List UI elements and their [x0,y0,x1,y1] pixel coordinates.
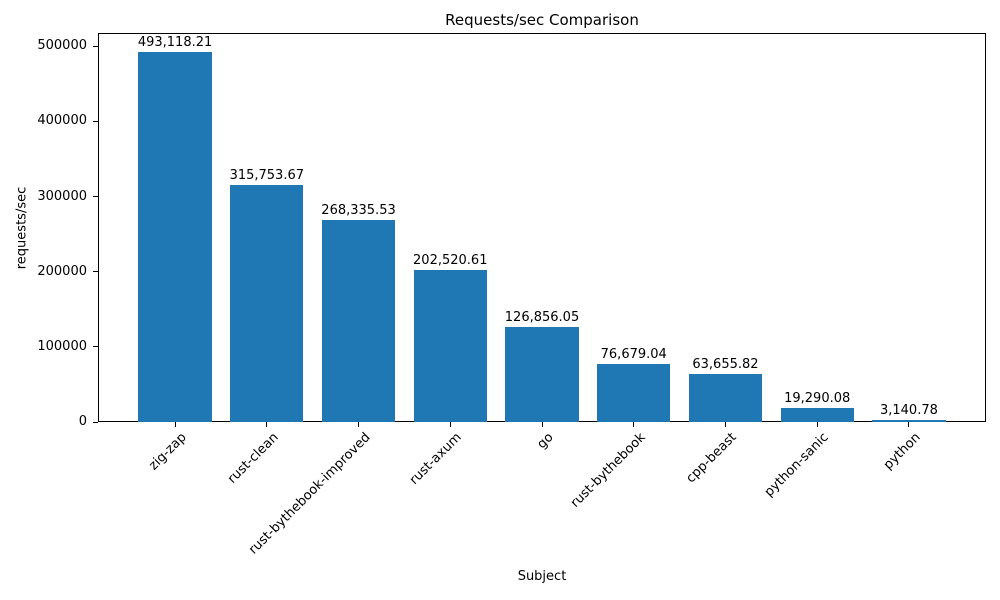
x-axis-label: Subject [517,569,567,584]
y-axis-tick-label: 400000 [37,113,87,129]
x-axis-tick [266,422,268,427]
y-axis-tick-label: 300000 [37,188,87,204]
x-axis-tick [908,422,910,427]
y-axis-tick [93,346,98,348]
bar-python [872,419,946,422]
x-axis-tick [724,422,726,427]
y-axis-tick-label: 200000 [37,263,87,279]
bar-value-label: 76,679.04 [600,347,667,363]
x-axis-tick [449,422,451,427]
bar-value-label: 202,520.61 [413,252,488,268]
y-axis-tick [93,45,98,47]
x-axis-tick [174,422,176,427]
bar-value-label: 493,118.21 [137,34,213,50]
bar-rust-axum [413,269,487,422]
bar-python-sanic [780,407,854,422]
bar-value-label: 19,290.08 [784,390,851,406]
x-axis-tick [541,422,543,427]
bar-value-label: 315,753.67 [229,167,304,183]
bar-value-label: 63,655.82 [692,357,759,373]
bar-rust-clean [230,184,304,422]
bar-value-label: 126,856.05 [504,309,580,325]
chart-title: Requests/sec Comparison [445,11,639,29]
y-axis-tick [93,120,98,122]
bar-value-label: 3,140.78 [879,402,938,418]
y-axis-tick [93,421,98,423]
y-axis-tick [93,196,98,198]
y-axis-tick-label: 500000 [37,38,87,54]
y-axis-tick-label: 0 [78,414,87,429]
x-axis-tick [633,422,635,427]
bar-zig-zap [138,51,212,422]
y-axis-tick-label: 100000 [37,338,87,354]
y-axis-tick [93,271,98,273]
x-axis-tick [358,422,360,427]
bar-value-label: 268,335.53 [321,203,396,219]
x-axis-tick [816,422,818,427]
bar-go [505,326,579,422]
bar-rust-bythebook [597,364,671,422]
bar-rust-bythebook-improved [321,220,396,422]
bar-cpp-beast [688,374,763,422]
